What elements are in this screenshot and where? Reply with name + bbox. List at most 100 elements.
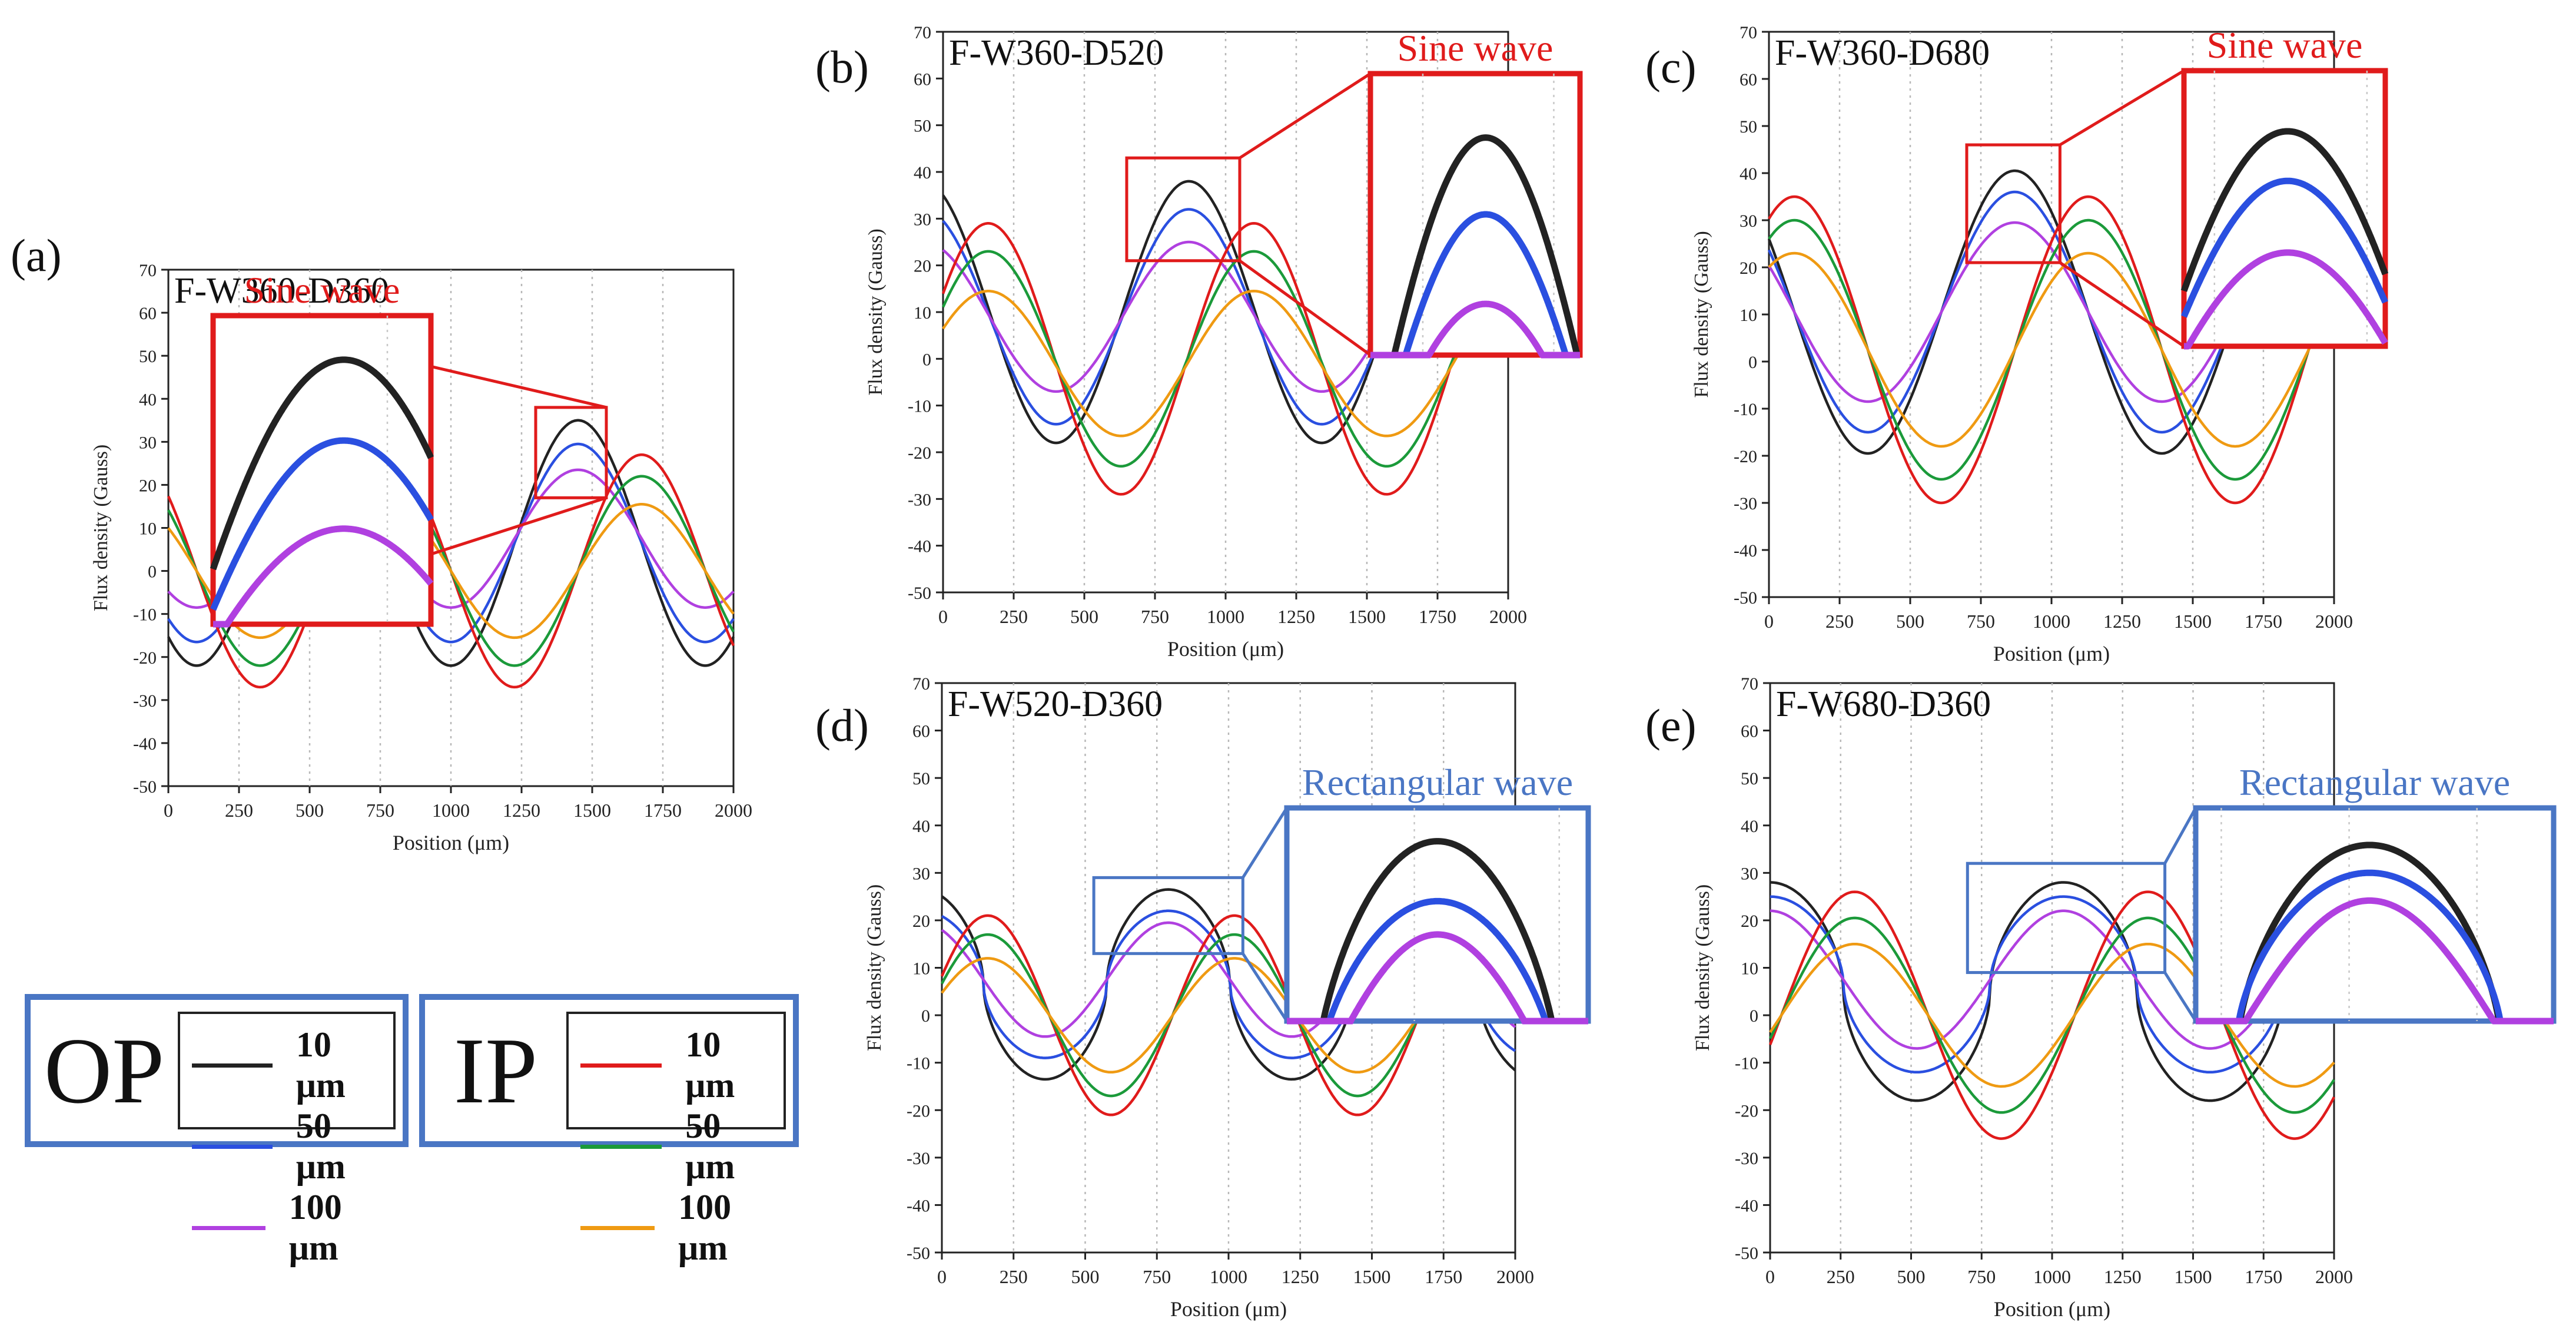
- legend-op-row-10: 10 μm: [192, 1025, 381, 1106]
- inset-series-line: [1287, 897, 1588, 1025]
- y-axis-label: Flux density (Gauss): [1691, 231, 1712, 397]
- y-tick-label: 40: [914, 163, 931, 183]
- x-tick-label: 2000: [1496, 1266, 1534, 1287]
- legend-ip-row-100: 100 μm: [580, 1187, 772, 1268]
- legend-ip-50-swatch: [580, 1144, 662, 1149]
- series-line-ip-50: [1768, 218, 2336, 481]
- x-tick-label: 1500: [2175, 1266, 2212, 1287]
- series-line-ip-100: [167, 503, 735, 639]
- y-tick-label: 10: [914, 303, 931, 323]
- y-tick-label: 40: [139, 390, 157, 409]
- x-tick-label: 750: [1967, 1266, 1996, 1287]
- y-tick-label: 30: [1740, 211, 1757, 231]
- x-axis-label: Position (μm): [1167, 637, 1284, 661]
- y-tick-label: 60: [1740, 70, 1757, 90]
- x-tick-label: 2000: [1489, 606, 1527, 627]
- series-line-ip-50: [1768, 916, 2335, 1114]
- legend-op-50-label: 50 μm: [296, 1106, 346, 1186]
- x-tick-label: 0: [938, 606, 948, 627]
- series-line-op-10: [1770, 881, 2335, 1102]
- x-tick-label: 1250: [503, 800, 540, 821]
- chart-title: F-W360-D360: [174, 271, 389, 311]
- y-tick-label: -40: [1735, 1196, 1758, 1215]
- y-tick-label: 0: [922, 350, 931, 369]
- y-tick-label: 40: [912, 817, 930, 836]
- x-axis-label: Position (μm): [1170, 1297, 1287, 1321]
- x-tick-label: 2000: [2315, 611, 2353, 632]
- inset-label: Sine wave: [2207, 24, 2363, 66]
- zoom-connector-line: [2059, 261, 2185, 348]
- y-tick-label: -30: [133, 691, 157, 711]
- zoom-inset-box: [1284, 805, 1591, 1024]
- x-tick-label: 0: [164, 800, 173, 821]
- zoom-connector-line: [1241, 952, 1289, 1022]
- x-tick-label: 0: [937, 1266, 947, 1287]
- x-tick-label: 2000: [2315, 1266, 2353, 1287]
- inset-series-line: [2184, 249, 2388, 350]
- x-tick-label: 1000: [2033, 1266, 2071, 1287]
- inset-label: Sine wave: [1397, 27, 1553, 69]
- x-tick-label: 1500: [1353, 1266, 1391, 1287]
- inset-series-line: [2180, 128, 2389, 292]
- y-tick-label: 50: [914, 117, 931, 136]
- zoom-connector-line: [1241, 807, 1289, 879]
- zoom-highlight-box: [534, 406, 608, 499]
- inset-series-line: [1287, 838, 1588, 1025]
- legend-op-row-100: 100 μm: [192, 1187, 381, 1268]
- chart-panel-3: (c)0 250 500 750 1000 1250 1500 1750 2000-50-40-…: [1645, 23, 2389, 665]
- x-tick-label: 0: [1764, 611, 1774, 632]
- y-axis-label: Flux density (Gauss): [864, 884, 885, 1051]
- y-tick-label: -20: [907, 1101, 930, 1121]
- chart-panel-4: (d)0 250 500 750 1000 1250 1500 1750 2000-50-40-…: [815, 674, 1591, 1321]
- y-tick-label: 60: [139, 304, 157, 323]
- y-tick-label: 70: [139, 261, 157, 280]
- x-tick-label: 1000: [2033, 611, 2070, 632]
- x-tick-label: 500: [296, 800, 324, 821]
- legend-ip-10-label: 10 μm: [685, 1025, 735, 1105]
- y-tick-label: 60: [914, 69, 931, 89]
- inset-series-line: [1370, 300, 1580, 359]
- legend-ip-100-label: 100 μm: [678, 1188, 732, 1267]
- x-tick-label: 250: [1000, 1266, 1028, 1287]
- y-tick-label: 50: [912, 769, 930, 788]
- series-line-ip-100: [942, 290, 1509, 438]
- y-axis-label: Flux density (Gauss): [865, 228, 887, 395]
- zoom-highlight-box: [1092, 876, 1244, 955]
- y-tick-label: 30: [914, 210, 931, 229]
- y-tick-label: -50: [1734, 588, 1757, 608]
- x-tick-label: 1500: [573, 800, 611, 821]
- zoom-connector-line: [2059, 69, 2185, 147]
- y-tick-label: 30: [912, 864, 930, 883]
- zoom-highlight-box: [1965, 143, 2062, 264]
- legend-op: OP 10 μm 50 μm 100 μm: [25, 994, 409, 1267]
- y-tick-label: -50: [907, 1244, 930, 1263]
- zoom-connector-line: [1239, 72, 1372, 160]
- x-tick-label: 2000: [715, 800, 752, 821]
- x-tick-label: 1250: [2103, 611, 2141, 632]
- chart-title: F-W680-D360: [1776, 684, 1991, 724]
- y-axis-label: Flux density (Gauss): [90, 445, 112, 611]
- y-tick-label: -10: [1734, 400, 1757, 419]
- y-tick-label: -10: [907, 1054, 930, 1073]
- y-tick-label: -40: [133, 734, 157, 754]
- x-tick-label: 750: [1967, 611, 1995, 632]
- zoom-highlight-box: [1125, 156, 1241, 263]
- y-tick-label: 20: [1740, 259, 1757, 278]
- inset-series-line: [2196, 897, 2554, 1025]
- x-tick-label: 1250: [1282, 1266, 1319, 1287]
- series-line-ip-100: [1768, 251, 2335, 448]
- x-tick-label: 1250: [2104, 1266, 2142, 1287]
- y-tick-label: 50: [1741, 769, 1758, 788]
- x-tick-label: 250: [1827, 1266, 1855, 1287]
- y-tick-label: -10: [133, 605, 157, 625]
- zoom-connector-line: [2163, 807, 2197, 864]
- y-tick-label: 50: [139, 347, 157, 366]
- x-tick-label: 1750: [2245, 611, 2282, 632]
- x-tick-label: 1000: [1207, 606, 1244, 627]
- legend-op-10-label: 10 μm: [296, 1025, 346, 1105]
- inset-series-line: [1370, 134, 1581, 359]
- inset-series-line: [1287, 931, 1588, 1025]
- y-tick-label: -50: [1735, 1244, 1758, 1263]
